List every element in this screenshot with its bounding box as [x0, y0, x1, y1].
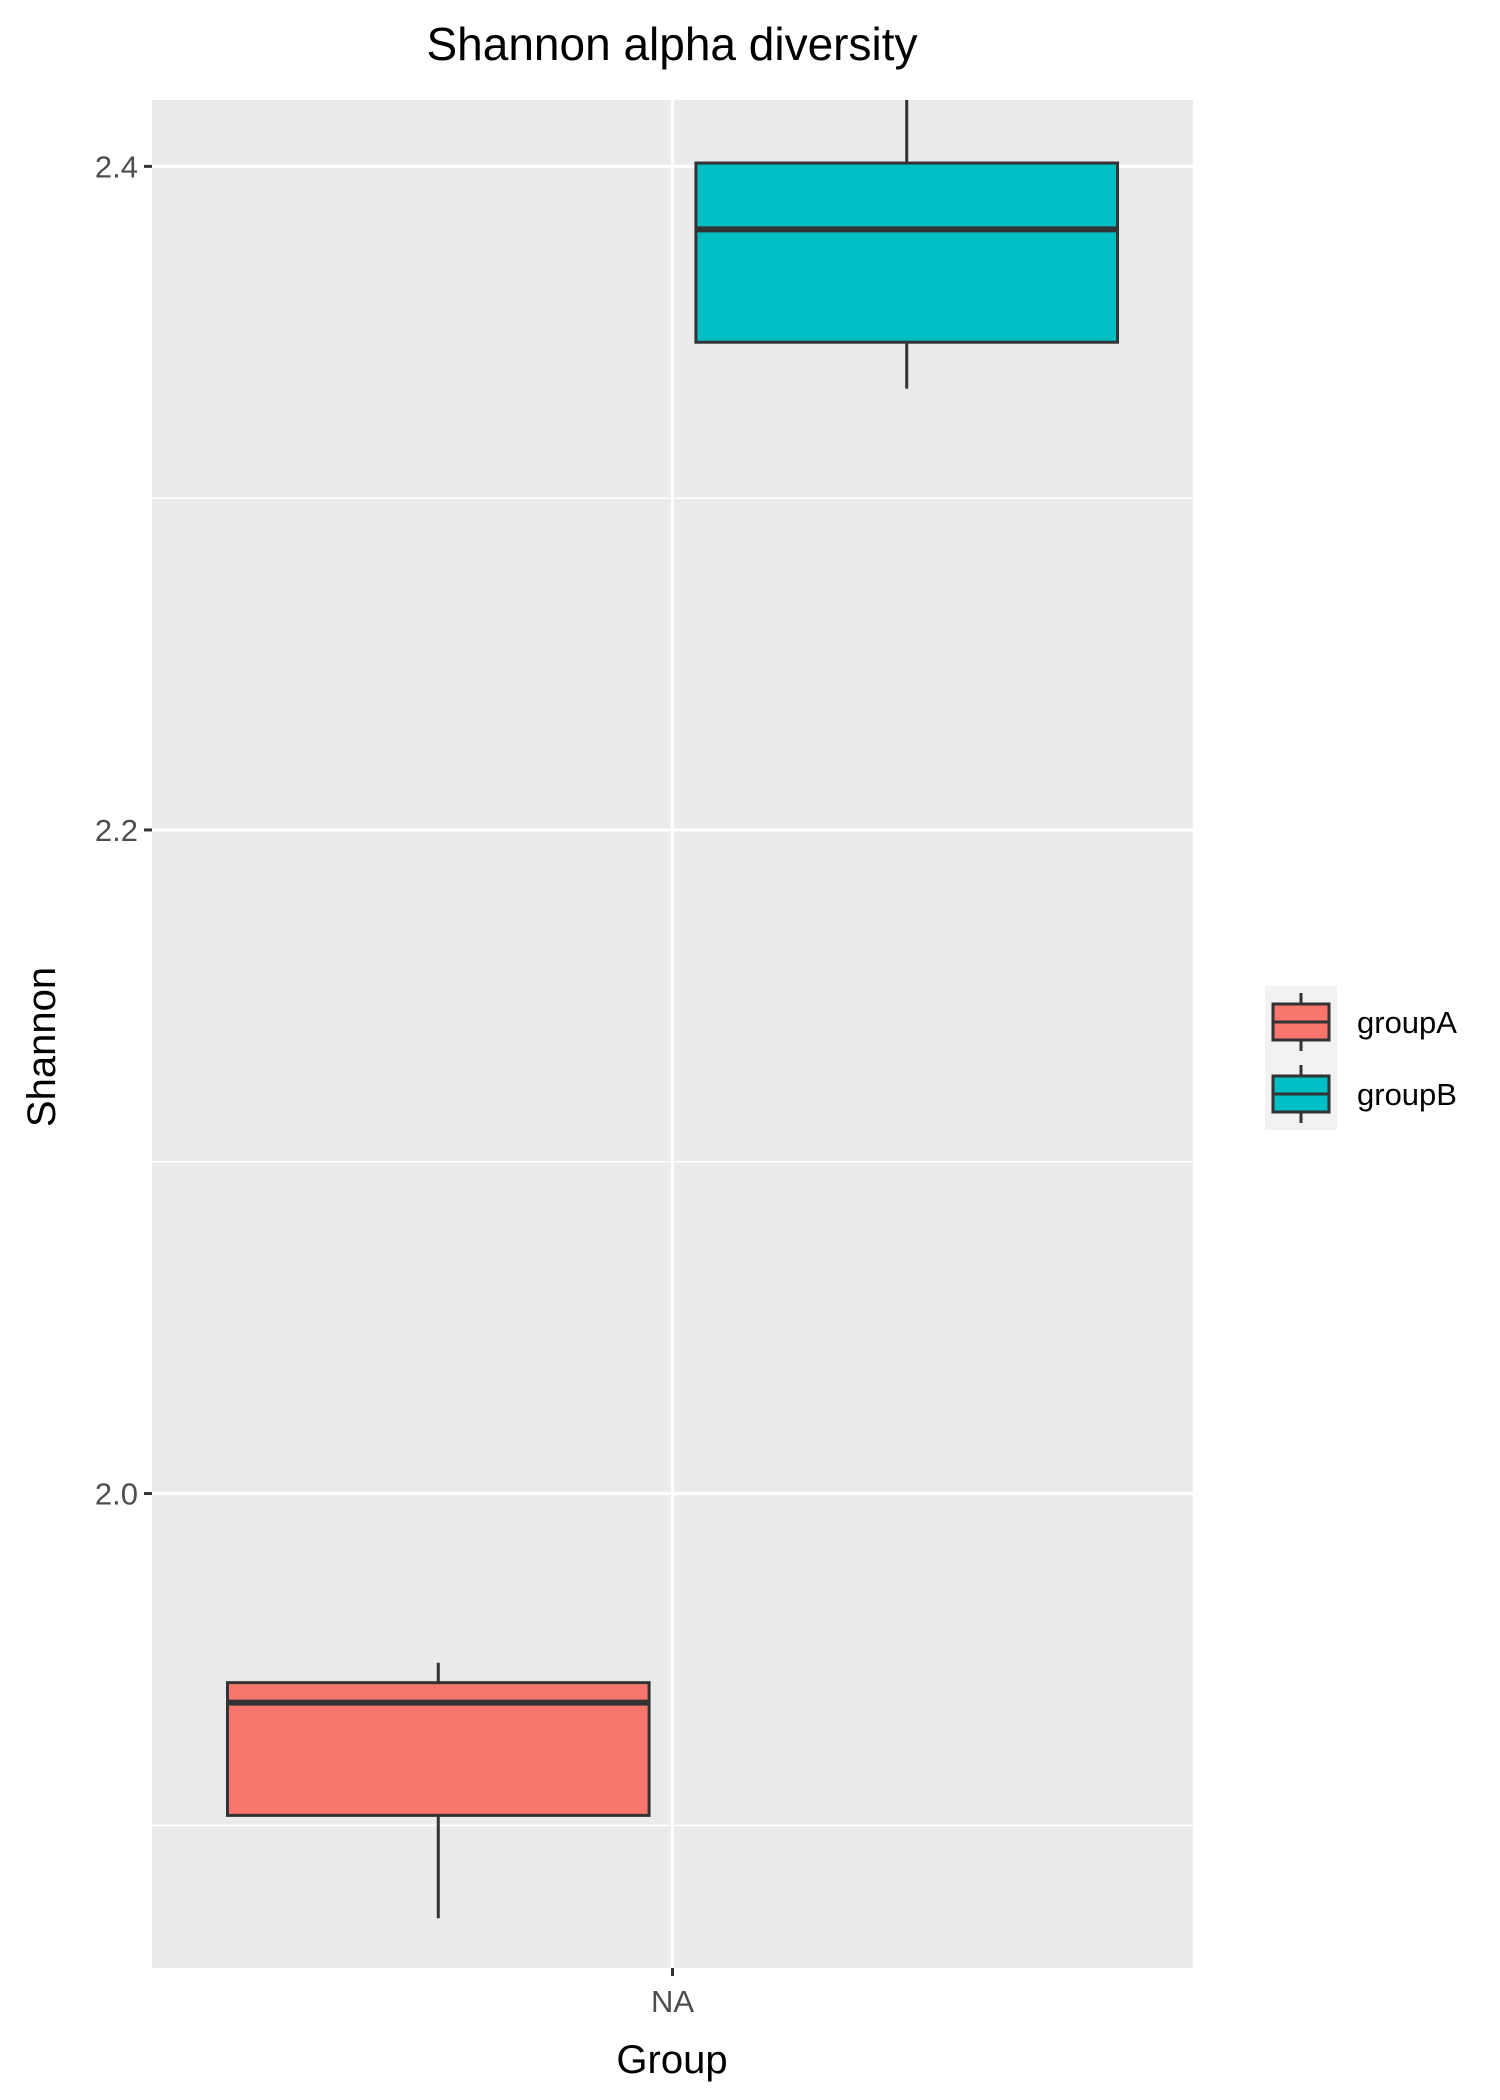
x-axis: NA [651, 1968, 694, 2019]
box-body [694, 161, 1120, 344]
y-axis: 2.0 2.2 2.4 [95, 149, 152, 1512]
x-tick-label: NA [651, 1984, 694, 2019]
legend: groupA groupB [1265, 986, 1457, 1130]
legend-item-groupA: groupA [1271, 993, 1457, 1051]
boxes [225, 100, 1120, 1919]
box-groupA [225, 1662, 651, 1919]
y-axis-title: Shannon [20, 967, 64, 1127]
y-tick-label: 2.0 [95, 1477, 138, 1512]
chart-title: Shannon alpha diversity [427, 18, 918, 70]
y-tick-label: 2.2 [95, 813, 138, 848]
y-tick-label: 2.4 [95, 149, 138, 184]
x-axis-title: Group [616, 2038, 727, 2082]
legend-label: groupA [1357, 1005, 1457, 1040]
box-groupB [694, 100, 1120, 389]
legend-item-groupB: groupB [1271, 1065, 1457, 1123]
legend-label: groupB [1357, 1077, 1457, 1112]
